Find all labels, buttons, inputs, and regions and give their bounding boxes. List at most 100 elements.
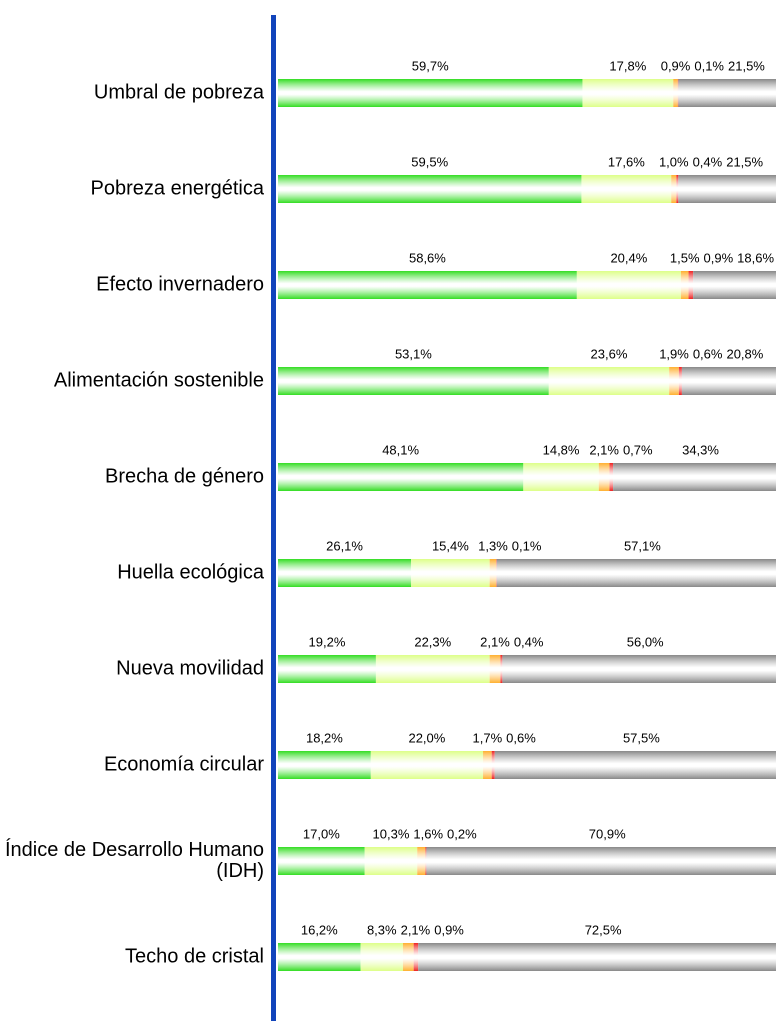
data-label: 18,6% bbox=[737, 250, 774, 265]
bar-segment bbox=[491, 751, 495, 779]
data-label: 0,6% bbox=[506, 730, 536, 745]
bar-segment bbox=[425, 847, 427, 875]
data-label: 56,0% bbox=[627, 634, 664, 649]
bar-segment bbox=[494, 751, 776, 779]
data-label: 70,9% bbox=[589, 826, 626, 841]
data-label: 0,4% bbox=[693, 154, 723, 169]
bar-segment bbox=[676, 175, 679, 203]
data-label: 59,5% bbox=[411, 154, 448, 169]
data-label: 23,6% bbox=[591, 346, 628, 361]
data-label: 17,6% bbox=[608, 154, 645, 169]
data-label: 0,4% bbox=[514, 634, 544, 649]
data-label: 0,6% bbox=[693, 346, 723, 361]
data-label: 0,9% bbox=[661, 58, 691, 73]
bar-segment bbox=[582, 79, 674, 107]
data-label: 57,1% bbox=[624, 538, 661, 553]
bar-segment bbox=[426, 847, 776, 875]
data-label: 0,1% bbox=[694, 58, 724, 73]
data-label: 10,3% bbox=[373, 826, 410, 841]
bar-segment bbox=[581, 175, 672, 203]
bar-segment bbox=[680, 271, 689, 299]
bar-segment bbox=[278, 271, 577, 299]
data-label: 2,1% bbox=[480, 634, 510, 649]
data-label: 22,3% bbox=[414, 634, 451, 649]
bar-segment bbox=[278, 751, 371, 779]
data-label: 17,0% bbox=[303, 826, 340, 841]
category-label: Pobreza energética bbox=[90, 177, 264, 200]
data-label: 26,1% bbox=[326, 538, 363, 553]
bar-segment bbox=[678, 175, 776, 203]
category-label: Techo de cristal bbox=[125, 945, 264, 968]
data-label: 1,3% bbox=[478, 538, 508, 553]
bar-segment bbox=[489, 655, 501, 683]
data-label: 1,7% bbox=[473, 730, 503, 745]
data-label: 0,9% bbox=[704, 250, 734, 265]
bar-segment bbox=[278, 559, 412, 587]
bar-segment bbox=[360, 943, 403, 971]
category-label: Alimentación sostenible bbox=[53, 369, 264, 392]
bar-segment bbox=[278, 655, 376, 683]
bar-segment bbox=[496, 559, 776, 587]
category-label: Índice de Desarrollo Humano (IDH) bbox=[4, 839, 264, 882]
bar-segment bbox=[500, 655, 503, 683]
category-label: Brecha de género bbox=[104, 465, 264, 488]
data-label: 57,5% bbox=[623, 730, 660, 745]
bar-segment bbox=[693, 271, 776, 299]
bar-segment bbox=[576, 271, 681, 299]
data-label: 21,5% bbox=[728, 58, 765, 73]
data-label: 0,7% bbox=[623, 442, 653, 457]
bar-segment bbox=[278, 367, 549, 395]
category-label: Efecto invernadero bbox=[96, 273, 264, 296]
data-label: 18,2% bbox=[306, 730, 343, 745]
bar-segment bbox=[688, 271, 694, 299]
bar-segment bbox=[671, 175, 677, 203]
data-label: 0,2% bbox=[447, 826, 477, 841]
bar-segment bbox=[548, 367, 670, 395]
bar-segment bbox=[613, 463, 776, 491]
data-label: 19,2% bbox=[309, 634, 346, 649]
bar-segment bbox=[673, 79, 678, 107]
data-label: 1,5% bbox=[670, 250, 700, 265]
data-label: 22,0% bbox=[408, 730, 445, 745]
bar-segment bbox=[609, 463, 614, 491]
bar-segment bbox=[413, 943, 419, 971]
data-label: 72,5% bbox=[585, 922, 622, 937]
data-label: 20,4% bbox=[610, 250, 647, 265]
bar-segment bbox=[278, 79, 583, 107]
data-label: 20,8% bbox=[726, 346, 763, 361]
data-label: 16,2% bbox=[301, 922, 338, 937]
data-label: 1,9% bbox=[659, 346, 689, 361]
bar-segment bbox=[402, 943, 414, 971]
bar-segment bbox=[678, 79, 776, 107]
axis-line bbox=[271, 15, 276, 1021]
data-label: 1,6% bbox=[413, 826, 443, 841]
bar-segment bbox=[375, 655, 490, 683]
bar-segment bbox=[489, 559, 497, 587]
bar-segment bbox=[678, 367, 682, 395]
bar-segment bbox=[411, 559, 490, 587]
bar-segment bbox=[677, 79, 679, 107]
data-label: 15,4% bbox=[432, 538, 469, 553]
bar-segment bbox=[364, 847, 418, 875]
data-label: 59,7% bbox=[412, 58, 449, 73]
bar-segment bbox=[418, 943, 776, 971]
category-label: Umbral de pobreza bbox=[93, 81, 264, 104]
bar-segment bbox=[278, 463, 524, 491]
bar-segment bbox=[278, 175, 582, 203]
bar-segment bbox=[417, 847, 426, 875]
data-label: 58,6% bbox=[409, 250, 446, 265]
bar-segment bbox=[278, 943, 361, 971]
bar-segment bbox=[370, 751, 484, 779]
category-label: Economía circular bbox=[103, 753, 264, 776]
category-label: Huella ecológica bbox=[117, 561, 264, 584]
data-label: 2,1% bbox=[401, 922, 431, 937]
data-label: 0,1% bbox=[512, 538, 542, 553]
bar-segment bbox=[681, 367, 776, 395]
data-label: 0,9% bbox=[434, 922, 464, 937]
bar-segment bbox=[598, 463, 610, 491]
data-label: 1,0% bbox=[659, 154, 689, 169]
bar-segment bbox=[278, 847, 365, 875]
data-label: 34,3% bbox=[682, 442, 719, 457]
